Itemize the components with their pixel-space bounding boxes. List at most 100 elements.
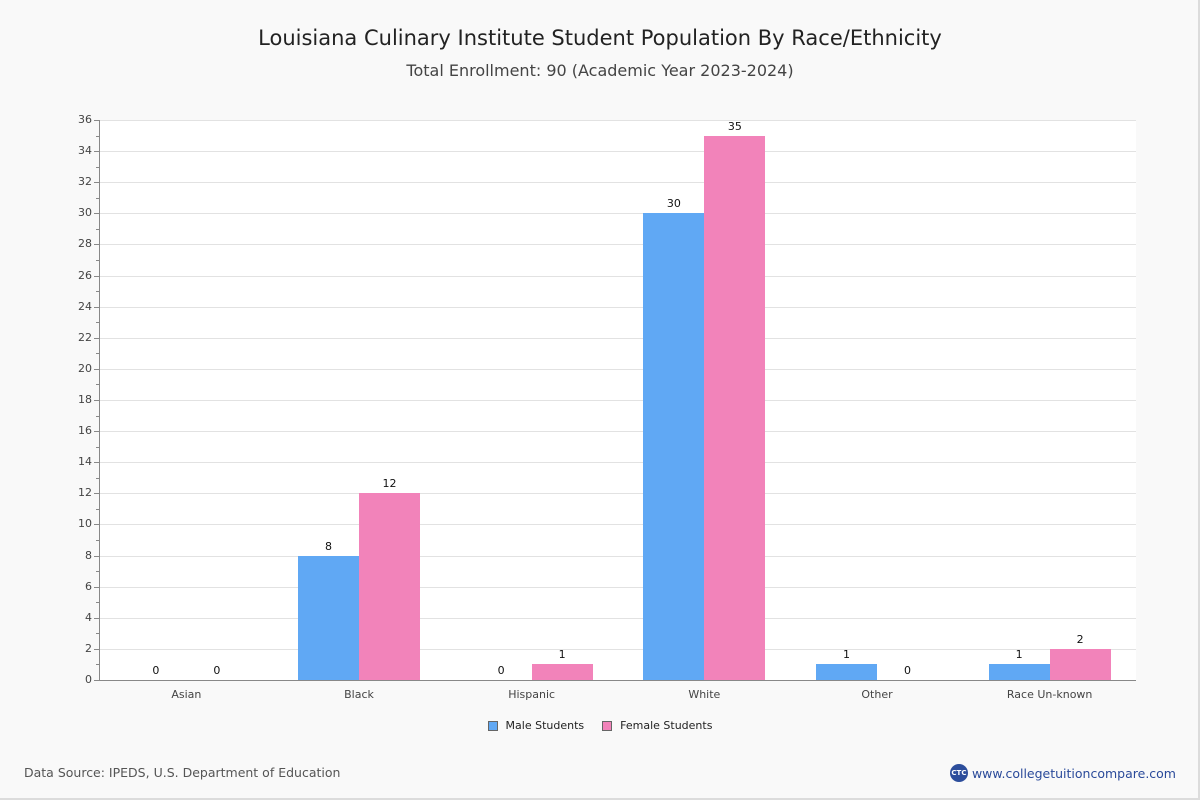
y-tick — [94, 368, 99, 370]
gridline — [100, 586, 1136, 588]
female-bar-black[interactable] — [359, 493, 420, 680]
y-tick — [94, 493, 99, 495]
bar-value-label: 35 — [727, 119, 742, 133]
ctc-logo-icon: CTC — [949, 764, 968, 782]
y-tick — [94, 617, 99, 619]
y-minor-tick — [96, 291, 99, 293]
gridline — [100, 337, 1136, 339]
y-tick-label: 30 — [78, 206, 92, 220]
gridline — [100, 524, 1136, 526]
y-tick-label: 0 — [85, 673, 92, 686]
y-tick-label: 14 — [78, 455, 92, 469]
y-tick-label: 16 — [78, 424, 92, 438]
bar-value-label: 30 — [666, 197, 681, 211]
y-minor-tick — [96, 228, 99, 230]
y-minor-tick — [96, 477, 99, 479]
bar-value-label: 1 — [843, 648, 850, 662]
y-tick-label: 26 — [78, 268, 92, 282]
data-source: Data Source: IPEDS, U.S. Department of E… — [24, 765, 341, 780]
gridline — [100, 120, 1136, 121]
female-bar-hispanic[interactable] — [531, 664, 593, 680]
y-tick — [94, 120, 99, 121]
legend-item-female[interactable]: Female Students — [602, 719, 712, 732]
x-tick-label: Other — [861, 688, 893, 701]
bar-value-label: 12 — [382, 477, 397, 491]
site-link[interactable]: www.collegetuitioncompare.com — [971, 765, 1176, 781]
y-minor-tick — [96, 415, 99, 417]
gridline — [100, 275, 1136, 277]
y-minor-tick — [96, 135, 99, 137]
bar-value-label: 2 — [1076, 632, 1084, 646]
male-bar-black[interactable] — [298, 555, 359, 680]
y-minor-tick — [96, 322, 99, 324]
y-tick — [94, 213, 99, 215]
y-axis-line — [99, 120, 100, 681]
gridline — [100, 400, 1136, 401]
y-tick — [94, 306, 99, 308]
y-tick-label: 2 — [85, 641, 92, 655]
y-minor-tick — [96, 540, 99, 541]
legend: Male Students Female Students — [0, 719, 1200, 732]
x-tick-label: Black — [344, 688, 374, 701]
female-bar-white[interactable] — [704, 135, 766, 680]
gridline — [100, 151, 1136, 153]
legend-item-male[interactable]: Male Students — [487, 719, 585, 732]
y-tick — [94, 680, 99, 681]
bar-value-label: 0 — [904, 664, 911, 677]
y-tick-label: 34 — [78, 144, 92, 158]
y-tick-label: 10 — [78, 517, 92, 531]
male-bar-white[interactable] — [643, 213, 705, 680]
y-tick-label: 24 — [78, 299, 92, 313]
y-minor-tick — [96, 197, 99, 199]
x-tick-label: Race Un-known — [1006, 688, 1093, 701]
bar-value-label: 8 — [325, 539, 332, 553]
y-tick-label: 20 — [78, 361, 92, 375]
gridline — [100, 431, 1136, 433]
y-tick-label: 22 — [78, 330, 92, 344]
gridline — [100, 213, 1136, 215]
y-tick-label: 12 — [78, 486, 92, 500]
y-minor-tick — [96, 353, 99, 355]
y-tick-label: 18 — [78, 393, 92, 406]
y-minor-tick — [96, 664, 99, 666]
legend-label-male: Male Students — [505, 719, 585, 732]
chart-subtitle: Total Enrollment: 90 (Academic Year 2023… — [406, 61, 794, 80]
y-minor-tick — [96, 446, 99, 448]
x-axis-line — [99, 680, 1136, 681]
gridline — [100, 648, 1136, 650]
plot-area — [100, 120, 1136, 680]
y-tick — [94, 400, 99, 401]
gridline — [100, 462, 1136, 464]
x-tick-label: Asian — [171, 688, 202, 701]
y-tick-label: 32 — [78, 175, 92, 189]
y-tick-label: 36 — [78, 113, 92, 126]
site-credit[interactable]: CTC www.collegetuitioncompare.com — [949, 764, 1176, 782]
gridline — [100, 306, 1136, 308]
female-bar-race-un-known[interactable] — [1049, 648, 1111, 680]
female-swatch-icon — [602, 720, 613, 731]
y-minor-tick — [96, 508, 99, 510]
gridline — [100, 493, 1136, 495]
y-minor-tick — [96, 260, 99, 261]
bar-value-label: 1 — [558, 648, 566, 662]
male-swatch-icon — [487, 720, 498, 731]
y-tick — [94, 431, 99, 433]
y-tick — [94, 555, 99, 557]
male-bar-other[interactable] — [816, 664, 877, 680]
y-tick-label: 4 — [85, 610, 92, 624]
y-minor-tick — [96, 571, 99, 573]
gridline — [100, 555, 1136, 557]
y-tick — [94, 151, 99, 153]
gridline — [100, 244, 1136, 246]
x-tick-label: Hispanic — [508, 688, 556, 701]
male-bar-race-un-known[interactable] — [988, 664, 1050, 680]
y-tick — [94, 275, 99, 277]
y-tick — [94, 244, 99, 246]
chart-title: Louisiana Culinary Institute Student Pop… — [258, 26, 942, 50]
y-tick — [94, 462, 99, 464]
bar-value-label: 0 — [213, 664, 221, 677]
y-tick — [94, 524, 99, 526]
bar-value-label: 0 — [497, 664, 505, 677]
y-tick-label: 6 — [85, 579, 92, 593]
y-tick — [94, 648, 99, 650]
